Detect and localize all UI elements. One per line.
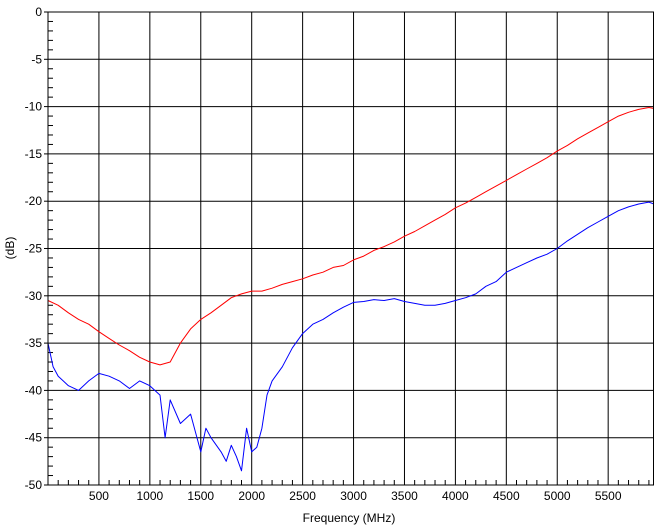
y-tick-label: -10: [25, 100, 43, 114]
x-tick-label: 2000: [238, 489, 265, 503]
x-tick-label: 3000: [340, 489, 367, 503]
y-tick-label: -15: [25, 147, 43, 161]
series-line-red: [47, 107, 654, 366]
x-axis-title: Frequency (MHz): [303, 511, 396, 525]
y-tick-label: 0: [35, 5, 42, 19]
x-tick-label: 4000: [442, 489, 469, 503]
x-tick-label: 5000: [544, 489, 571, 503]
series-layer: [47, 107, 654, 472]
y-tick-label: -5: [31, 52, 42, 66]
x-tick-label: 2500: [289, 489, 316, 503]
minor-tick-layer: [44, 11, 650, 486]
y-tick-label: -35: [25, 336, 43, 350]
y-tick-label: -50: [25, 478, 43, 492]
y-axis-title: (dB): [3, 237, 17, 260]
y-tick-label: -45: [25, 431, 43, 445]
x-tick-label: 1500: [187, 489, 214, 503]
y-tick-label: -25: [25, 242, 43, 256]
y-tick-label: -20: [25, 194, 43, 208]
tick-label-layer: 0 -5 -10 -15 -20 -25 -30 -35 -40 -45 -50 500 1000 150…: [25, 5, 622, 503]
x-tick-label: 4500: [493, 489, 520, 503]
y-tick-label: -40: [25, 383, 43, 397]
x-tick-label: 1000: [136, 489, 163, 503]
grid-layer: [48, 11, 654, 486]
x-tick-label: 3500: [391, 489, 418, 503]
x-tick-label: 5500: [595, 489, 622, 503]
x-tick-label: 500: [89, 489, 109, 503]
series-line-blue: [47, 201, 654, 472]
y-tick-label: -30: [25, 289, 43, 303]
